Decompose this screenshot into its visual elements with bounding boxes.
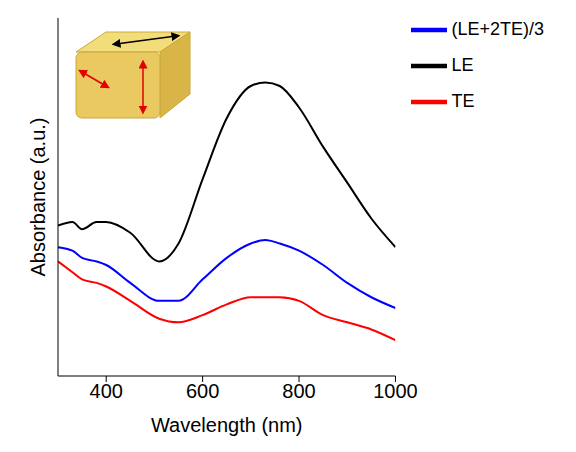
svg-text:600: 600 <box>186 380 219 402</box>
svg-text:Absorbance (a.u.): Absorbance (a.u.) <box>27 118 49 277</box>
svg-text:400: 400 <box>90 380 123 402</box>
svg-text:Wavelength (nm): Wavelength (nm) <box>151 414 303 436</box>
html-text:(LE+2TE)/3: (LE+2TE)/3 <box>451 18 544 39</box>
html-text:LE: LE <box>451 54 474 75</box>
html-text:TE: TE <box>451 90 475 111</box>
svg-text:800: 800 <box>282 380 315 402</box>
svg-text:1000: 1000 <box>373 380 418 402</box>
